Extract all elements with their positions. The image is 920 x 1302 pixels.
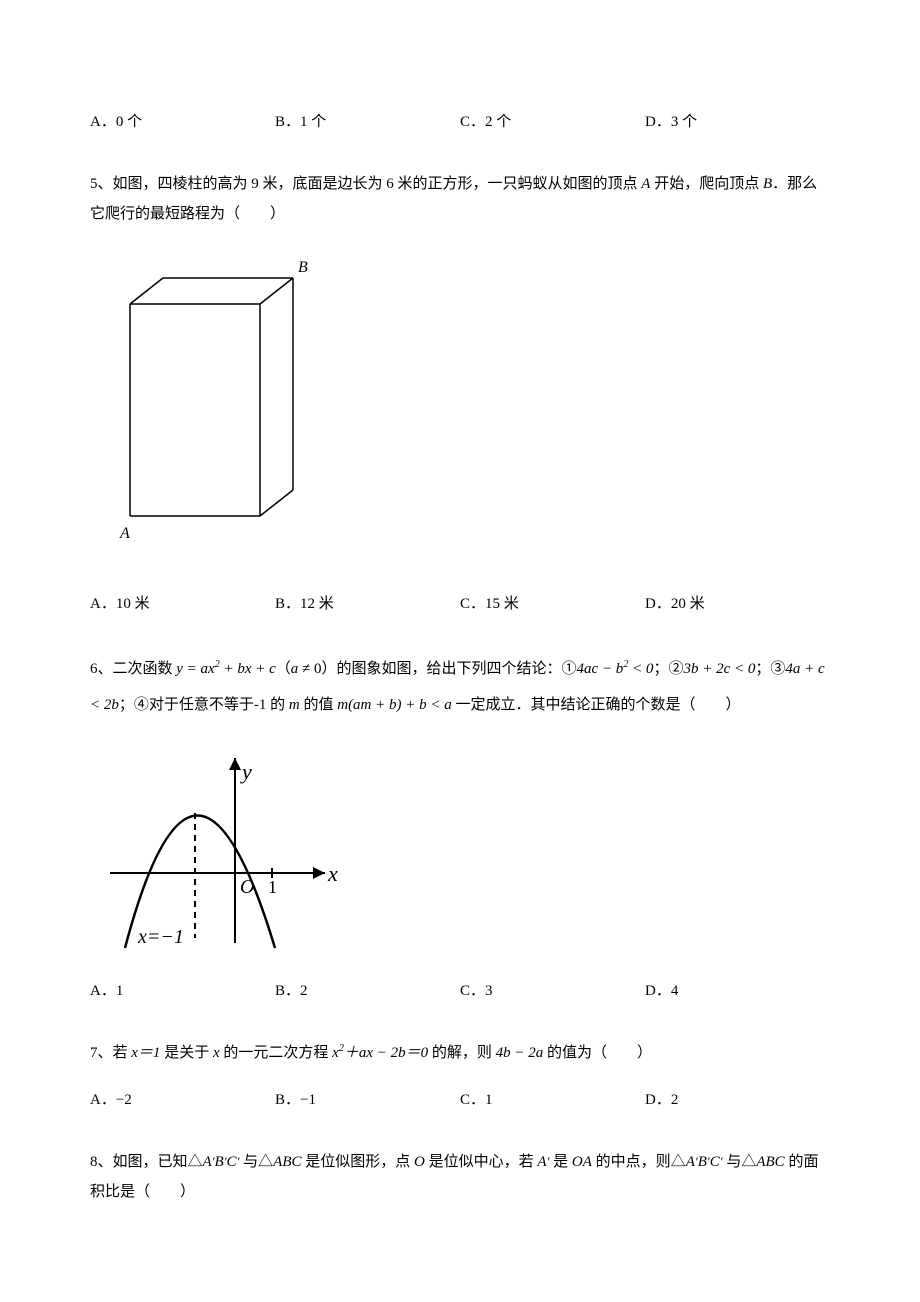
q8-tri1: A′B′C′ [203, 1154, 240, 1170]
q8-mid5: 的中点，则△ [592, 1154, 686, 1170]
prism-label-a: A [119, 525, 130, 542]
q7-expr3: 4b − 2a [496, 1045, 544, 1061]
q8-mid2: 是位似图形，点 [302, 1154, 415, 1170]
q5-text-pre: 5、如图，四棱柱的高为 9 米，底面是边长为 6 米的正方形，一只蚂蚁从如图的顶… [90, 176, 641, 192]
q6-mid: 的图象如图，给出下列四个结论：① [337, 661, 577, 677]
q4-option-b: B．1 个 [275, 110, 460, 134]
tick-1-label: 1 [268, 877, 277, 897]
q5-options: A．10 米 B．12 米 C．15 米 D．20 米 [90, 592, 830, 616]
q6-sep1: ；② [653, 661, 683, 677]
q8-tri3: A′B′C′ [686, 1154, 723, 1170]
q6-paren: （a ≠ 0） [276, 661, 337, 677]
prism-label-b: B [298, 259, 308, 276]
q8-tri4: ABC [756, 1154, 784, 1170]
origin-label: O [240, 876, 254, 898]
q6-var-m: m [289, 697, 300, 713]
q6-option-c: C．3 [460, 979, 645, 1003]
prism-diagram: B A [100, 254, 320, 544]
parabola-diagram: y x O 1 x=−1 [100, 743, 350, 963]
y-axis-label: y [240, 759, 252, 784]
q6-cond2: 3b + 2c < 0 [683, 661, 755, 677]
q5-option-d: D．20 米 [645, 592, 830, 616]
q6-end: 一定成立．其中结论正确的个数是（ ） [452, 697, 741, 713]
q7-mid2: 的一元二次方程 [220, 1045, 333, 1061]
q7-mid1: 是关于 [160, 1045, 213, 1061]
q6-pre: 6、二次函数 [90, 661, 176, 677]
q6-cond4: m(am + b) + b < a [337, 697, 452, 713]
q4-option-a: A．0 个 [90, 110, 275, 134]
q8-mid6: 与△ [723, 1154, 757, 1170]
q8-var-o: O [414, 1154, 425, 1170]
q7-option-b: B．−1 [275, 1088, 460, 1112]
q7-expr2: x2＋ax − 2b＝0 [332, 1045, 428, 1061]
q6-text: 6、二次函数 y = ax2 + bx + c（a ≠ 0）的图象如图，给出下列… [90, 651, 830, 723]
q6-cond1: 4ac − b2 < 0 [577, 661, 654, 677]
q4-option-c: C．2 个 [460, 110, 645, 134]
q5-text-mid: 开始，爬向顶点 [650, 176, 763, 192]
q4-options: A．0 个 B．1 个 C．2 个 D．3 个 [90, 110, 830, 134]
q6-sep3: ；④对于任意不等于-1 的 [119, 697, 289, 713]
q6-option-d: D．4 [645, 979, 830, 1003]
q8-pre: 8、如图，已知△ [90, 1154, 203, 1170]
q8-mid3: 是位似中心，若 [425, 1154, 538, 1170]
q7-text: 7、若 x＝1 是关于 x 的一元二次方程 x2＋ax − 2b＝0 的解，则 … [90, 1038, 830, 1068]
q7-options: A．−2 B．−1 C．1 D．2 [90, 1088, 830, 1112]
q8-mid4: 是 [549, 1154, 572, 1170]
q8-text: 8、如图，已知△A′B′C′ 与△ABC 是位似图形，点 O 是位似中心，若 A… [90, 1147, 830, 1207]
q5-option-a: A．10 米 [90, 592, 275, 616]
q6-figure: y x O 1 x=−1 [100, 743, 830, 971]
q6-formula: y = ax2 + bx + c [176, 661, 276, 677]
q5-option-c: C．15 米 [460, 592, 645, 616]
q6-mid2: 的值 [300, 697, 338, 713]
q6-options: A．1 B．2 C．3 D．4 [90, 979, 830, 1003]
q7-var-x: x [213, 1045, 220, 1061]
q8-var-oa: OA [572, 1154, 592, 1170]
x-axis-label: x [327, 861, 338, 886]
q8-tri2: ABC [273, 1154, 301, 1170]
q7-mid3: 的解，则 [428, 1045, 496, 1061]
q5-option-b: B．12 米 [275, 592, 460, 616]
q7-expr1: x＝1 [131, 1045, 160, 1061]
q7-option-d: D．2 [645, 1088, 830, 1112]
q6-sep2: ；③ [755, 661, 785, 677]
vert-line-label: x=−1 [137, 926, 184, 948]
q4-option-d: D．3 个 [645, 110, 830, 134]
q7-end: 的值为（ ） [543, 1045, 652, 1061]
q7-option-c: C．1 [460, 1088, 645, 1112]
q6-option-b: B．2 [275, 979, 460, 1003]
q8-mid1: 与△ [239, 1154, 273, 1170]
q5-text: 5、如图，四棱柱的高为 9 米，底面是边长为 6 米的正方形，一只蚂蚁从如图的顶… [90, 169, 830, 229]
q5-figure: B A [100, 254, 830, 552]
q7-pre: 7、若 [90, 1045, 131, 1061]
q5-var-b: B [763, 176, 772, 192]
q8-var-ap: A′ [537, 1154, 549, 1170]
q7-option-a: A．−2 [90, 1088, 275, 1112]
q6-option-a: A．1 [90, 979, 275, 1003]
